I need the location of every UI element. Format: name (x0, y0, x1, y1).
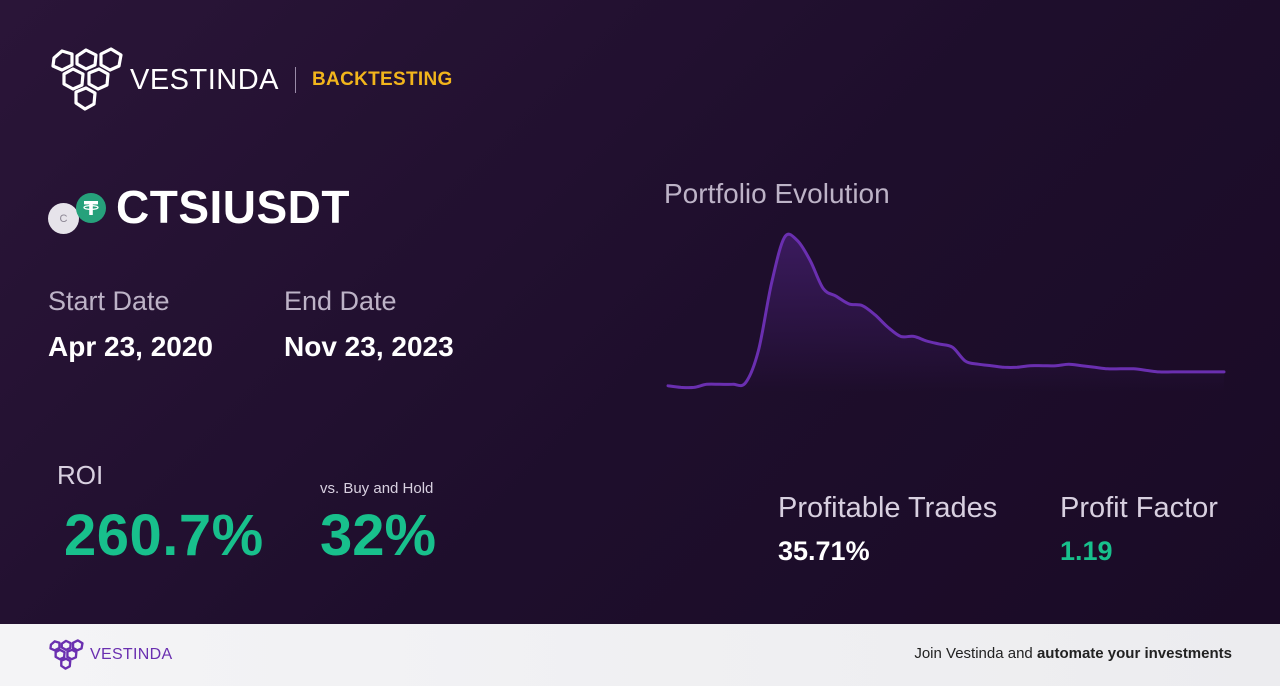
chart-series-line (666, 232, 1226, 390)
chart-point (770, 283, 772, 285)
chart-point (964, 360, 966, 362)
cta-bold: automate your investments (1036, 645, 1232, 662)
footer-logo[interactable]: VESTINDA (48, 639, 172, 671)
tether-symbol-icon (83, 201, 99, 215)
chart-point (1016, 366, 1018, 368)
brand-name: VESTINDA (130, 63, 280, 96)
roi-label: ROI (57, 460, 104, 490)
vestinda-logo-icon (49, 639, 84, 670)
chart-point (1197, 371, 1199, 373)
chart-point (732, 383, 734, 385)
chart-point (874, 314, 876, 316)
chart-point (1210, 371, 1212, 373)
start-date-label: Start Date (48, 286, 170, 316)
tether-coin-icon (76, 193, 106, 223)
section-label: BACKTESTING (312, 69, 453, 90)
chart-point (680, 386, 682, 388)
chart-point (1107, 368, 1109, 370)
chart-point (1184, 371, 1186, 373)
buy-hold-label: vs. Buy and Hold (320, 480, 434, 497)
chart-point (757, 349, 760, 351)
chart-point (913, 335, 915, 337)
base-coin-letter: C (59, 212, 68, 225)
chart-point (719, 383, 721, 385)
chart-point (835, 295, 837, 297)
chart-point (1132, 368, 1135, 370)
chart-point (926, 340, 928, 342)
header-divider (295, 67, 297, 93)
pair-icons: C (48, 181, 110, 234)
end-date-label: End Date (284, 286, 397, 316)
chart-point (977, 363, 979, 365)
chart-point (822, 287, 824, 290)
profit-factor-label: Profit Factor (1060, 492, 1218, 524)
chart-point (783, 236, 785, 239)
chart-point (1171, 371, 1173, 373)
chart-point (706, 383, 708, 385)
chart-point (1068, 363, 1070, 365)
buy-hold-value: 32% (320, 503, 437, 568)
chart-point (938, 343, 941, 345)
share-card: VESTINDA BACKTESTING C CTSIUSDT Start Da… (0, 0, 1280, 624)
footer: VESTINDA Join Vestinda and automate your… (0, 624, 1280, 686)
end-date: End Date Nov 23, 2023 (284, 286, 454, 363)
chart-point (1158, 371, 1160, 373)
start-date: Start Date Apr 23, 2020 (48, 286, 213, 363)
chart-point (1055, 365, 1057, 367)
chart-point (809, 260, 811, 262)
footer-brand: VESTINDA (90, 646, 173, 663)
end-date-value: Nov 23, 2023 (284, 331, 454, 362)
chart-point (861, 304, 863, 307)
profit-factor-value: 1.19 (1060, 536, 1113, 566)
chart-point (1120, 368, 1122, 370)
pair-name: CTSIUSDT (116, 181, 350, 233)
chart-point (693, 386, 695, 388)
vestinda-logo-icon (51, 47, 123, 111)
chart-point (990, 365, 992, 367)
profitable-trades-value: 35.71% (778, 536, 870, 566)
chart-point (848, 303, 850, 305)
chart-point (1094, 366, 1096, 368)
header: VESTINDA BACKTESTING (48, 46, 453, 114)
cartesi-coin-icon: C (48, 203, 79, 234)
chart-point (1029, 365, 1031, 367)
start-date-value: Apr 23, 2020 (48, 331, 213, 362)
profitable-trades-label: Profitable Trades (778, 492, 998, 524)
chart-point (667, 385, 669, 387)
chart-area-fill (668, 234, 1224, 392)
portfolio-chart (666, 232, 1226, 392)
footer-cta[interactable]: Join Vestinda and automate your investme… (914, 645, 1232, 662)
chart-point (796, 239, 798, 242)
roi-value: 260.7% (64, 503, 264, 568)
cta-prefix: Join Vestinda and (914, 645, 1037, 662)
trading-pair: C CTSIUSDT (48, 180, 350, 234)
chart-point (1003, 366, 1005, 368)
chart-title: Portfolio Evolution (664, 178, 890, 209)
chart-point (1145, 369, 1147, 371)
chart-point (745, 382, 747, 384)
chart-point (1042, 365, 1044, 367)
chart-point (1081, 365, 1083, 367)
chart-point (951, 346, 954, 348)
chart-point (887, 326, 889, 328)
chart-point (900, 335, 902, 337)
chart-point (1223, 371, 1225, 373)
